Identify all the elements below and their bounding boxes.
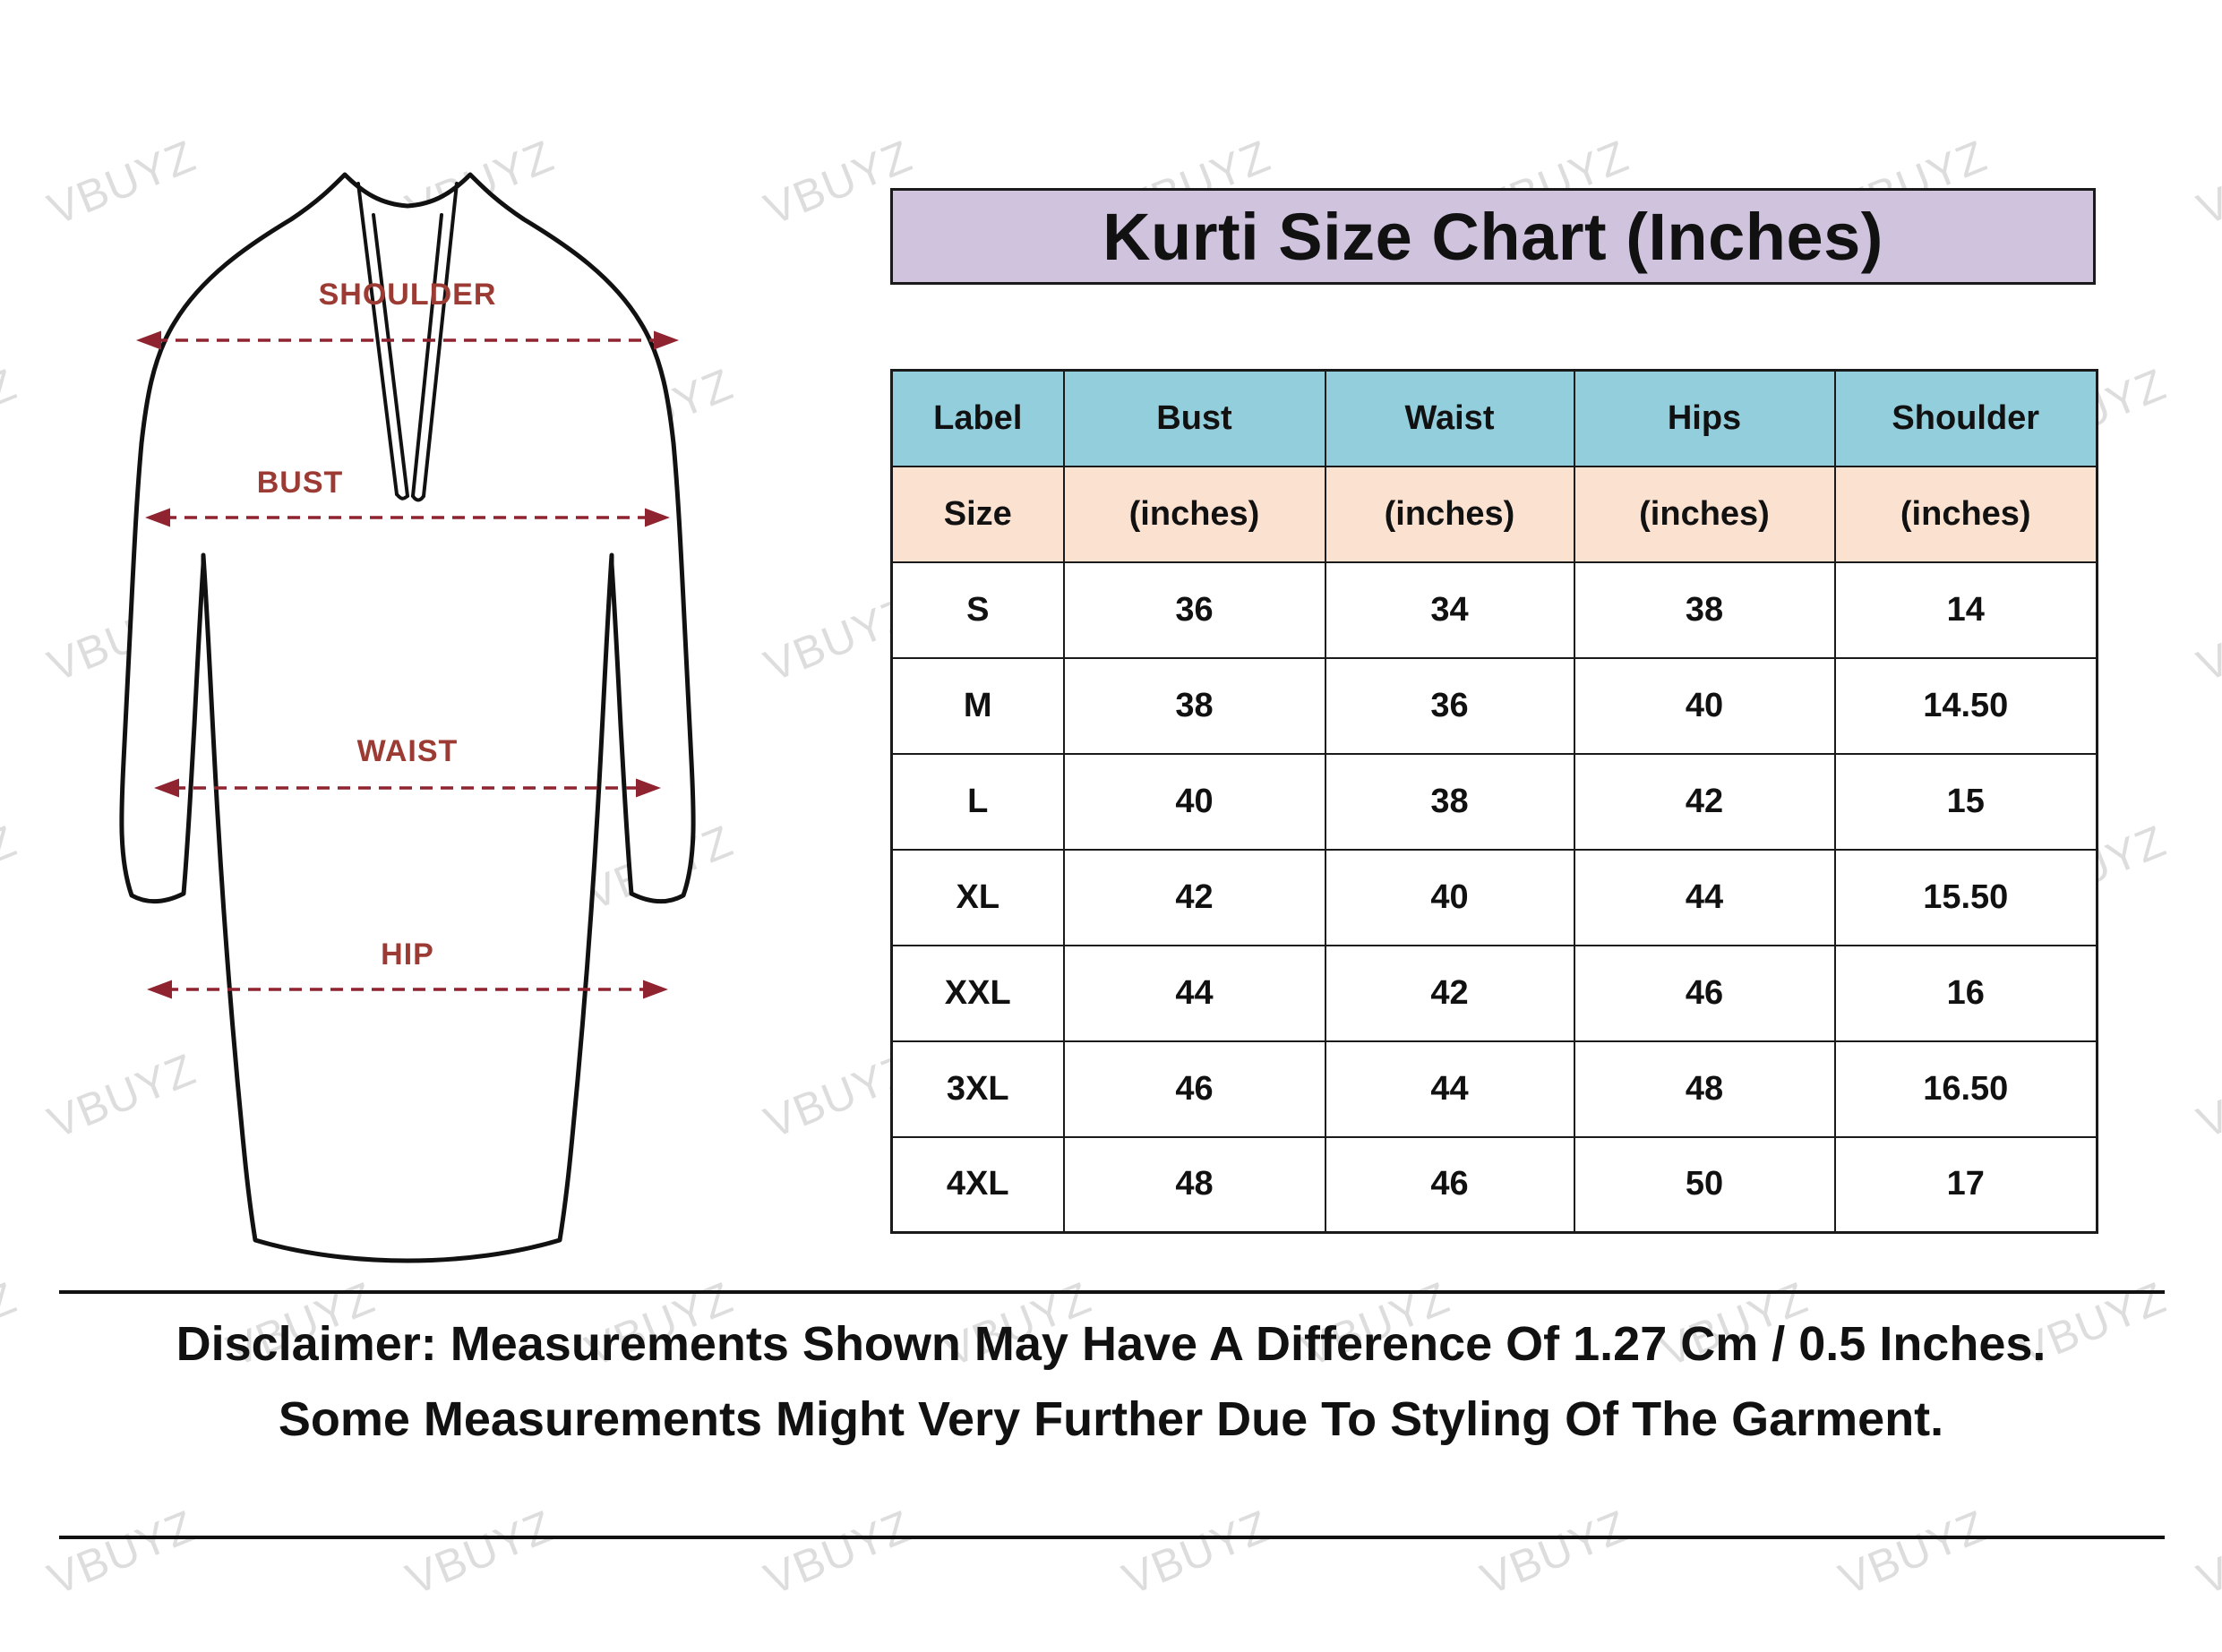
svg-text:SHOULDER: SHOULDER [319, 278, 497, 312]
svg-text:HIP: HIP [381, 937, 434, 972]
svg-text:WAIST: WAIST [357, 734, 459, 768]
svg-text:BUST: BUST [257, 466, 344, 500]
